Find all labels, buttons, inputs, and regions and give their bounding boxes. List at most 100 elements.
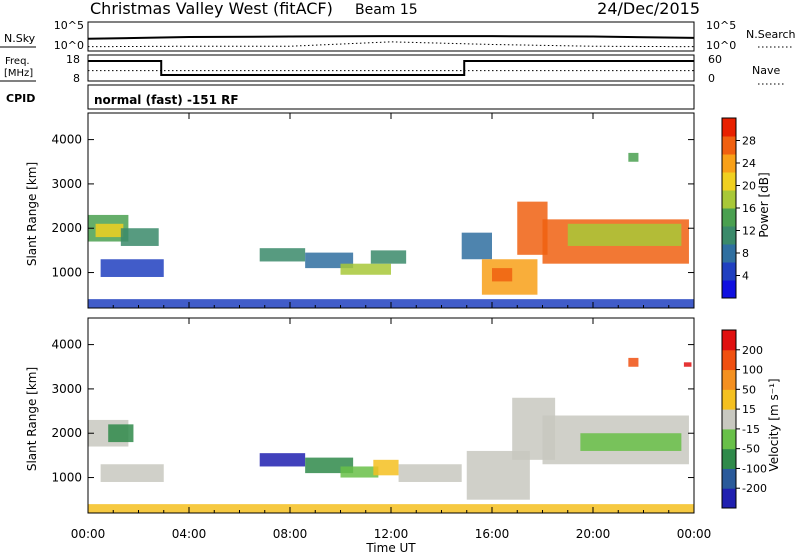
x-tick-label: 16:00 xyxy=(475,527,510,541)
power-panel-frame xyxy=(87,112,695,309)
power-ylabel: Slant Range [km] xyxy=(25,162,39,266)
heatmap-cell xyxy=(95,223,124,238)
colorbar-swatch xyxy=(722,330,736,351)
heatmap-cell xyxy=(340,263,391,275)
colorbar-swatch xyxy=(722,448,736,469)
nsky-label: N.Sky xyxy=(4,32,36,45)
nsky-tick-bottom: 10^0 xyxy=(54,39,84,52)
nsearch-label: N.Search xyxy=(746,28,796,41)
colorbar-tick-label: -50 xyxy=(742,443,760,456)
colorbar-swatch xyxy=(722,172,736,191)
colorbar-swatch xyxy=(722,190,736,209)
freq-line xyxy=(88,60,694,76)
power-colorbar: 28 24 20 16 12 8 4 xyxy=(721,117,756,299)
freq-tick-top: 18 xyxy=(66,53,80,66)
nsearch-tick-bottom: 10^0 xyxy=(706,39,736,52)
date-label: 24/Dec/2015 xyxy=(597,0,700,18)
heatmap-cell xyxy=(567,223,682,246)
y-tick-label: 1000 xyxy=(51,471,82,485)
colorbar-tick-label: 15 xyxy=(742,403,756,416)
nsearch-line xyxy=(87,41,695,48)
colorbar-tick-label: 20 xyxy=(742,180,756,193)
y-tick-label: 3000 xyxy=(51,177,82,191)
colorbar-tick-label: -200 xyxy=(742,482,767,495)
freq-tick-bottom: 8 xyxy=(73,72,80,85)
velocity-heatmap xyxy=(88,357,694,513)
nsearch-tick-top: 10^5 xyxy=(706,19,736,32)
x-tick-label: 20:00 xyxy=(576,527,611,541)
freq-panel-frame xyxy=(87,54,695,82)
colorbar-swatch xyxy=(722,488,736,509)
colorbar-swatch xyxy=(722,262,736,281)
site-title: Christmas Valley West (fitACF) xyxy=(90,0,333,18)
heatmap-cell xyxy=(373,459,399,476)
y-tick-label: 2000 xyxy=(51,221,82,235)
colorbar-tick-label: 8 xyxy=(742,247,749,260)
colorbar-tick-label: 28 xyxy=(742,135,756,148)
colorbar-swatch xyxy=(722,118,736,137)
y-tick-label: 4000 xyxy=(51,338,82,352)
colorbar-tick-label: 200 xyxy=(742,344,763,357)
heatmap-cell xyxy=(580,433,682,451)
y-tick-label: 1000 xyxy=(51,266,82,280)
colorbar-swatch xyxy=(722,154,736,173)
colorbar-tick-label: 12 xyxy=(742,225,756,238)
heatmap-cell xyxy=(120,228,159,246)
heatmap-cell xyxy=(370,250,407,264)
x-tick-label: 04:00 xyxy=(172,527,207,541)
beam-label: Beam 15 xyxy=(355,2,418,18)
heatmap-cell xyxy=(398,464,462,482)
nsky-line xyxy=(87,35,695,40)
x-tick-label: 08:00 xyxy=(273,527,308,541)
colorbar-tick-label: 24 xyxy=(742,157,756,170)
nave-tick-bottom: 0 xyxy=(708,72,715,85)
x-tick-label: 00:00 xyxy=(71,527,106,541)
power-heatmap xyxy=(88,152,694,308)
heatmap-cell xyxy=(628,152,639,162)
heatmap-cell xyxy=(628,357,639,367)
freq-unit-label: [MHz] xyxy=(4,68,33,79)
colorbar-swatch xyxy=(722,208,736,227)
colorbar-tick-label: 50 xyxy=(742,383,756,396)
heatmap-cell xyxy=(683,362,692,367)
colorbar-tick-label: 4 xyxy=(742,270,749,283)
colorbar-swatch xyxy=(722,280,736,299)
velocity-colorbar: 200 100 50 15 -15 -50 -100 -200 xyxy=(721,329,767,509)
colorbar-swatch xyxy=(722,389,736,410)
y-tick-label: 2000 xyxy=(51,426,82,440)
power-yaxis: 4000 3000 2000 1000 xyxy=(51,133,694,280)
heatmap-cell xyxy=(492,268,513,282)
heatmap-cell xyxy=(108,424,134,443)
heatmap-cell xyxy=(340,466,379,478)
x-axis: 00:00 04:00 08:00 12:00 16:00 20:00 00:00 xyxy=(71,113,712,541)
cpid-label: CPID xyxy=(6,92,35,105)
velocity-cbar-label: Velocity [m s⁻¹] xyxy=(767,378,781,471)
y-tick-label: 3000 xyxy=(51,382,82,396)
heatmap-cell xyxy=(100,259,164,277)
heatmap-cell xyxy=(259,453,306,467)
heatmap-cell xyxy=(259,248,306,262)
cpid-text: normal (fast) -151 RF xyxy=(94,93,239,107)
colorbar-tick-label: -100 xyxy=(742,462,767,475)
nsky-tick-top: 10^5 xyxy=(54,19,84,32)
y-tick-label: 4000 xyxy=(51,133,82,147)
x-tick-label: 00:00 xyxy=(677,527,712,541)
nave-label: Nave xyxy=(752,64,780,77)
nsky-panel-frame xyxy=(87,21,695,52)
colorbar-swatch xyxy=(722,468,736,489)
power-cbar-label: Power [dB] xyxy=(757,172,771,237)
colorbar-swatch xyxy=(722,428,736,450)
heatmap-cell xyxy=(100,464,164,482)
colorbar-swatch xyxy=(722,244,736,263)
velocity-ylabel: Slant Range [km] xyxy=(25,367,39,471)
colorbar-tick-label: 100 xyxy=(742,364,763,377)
colorbar-swatch xyxy=(722,136,736,155)
x-tick-label: 12:00 xyxy=(374,527,409,541)
x-axis-label: Time UT xyxy=(365,541,416,554)
velocity-yaxis: 4000 3000 2000 1000 xyxy=(51,338,694,485)
nave-tick-top: 60 xyxy=(708,53,722,66)
colorbar-swatch xyxy=(722,409,736,430)
heatmap-cell xyxy=(461,232,492,260)
colorbar-swatch xyxy=(722,226,736,245)
